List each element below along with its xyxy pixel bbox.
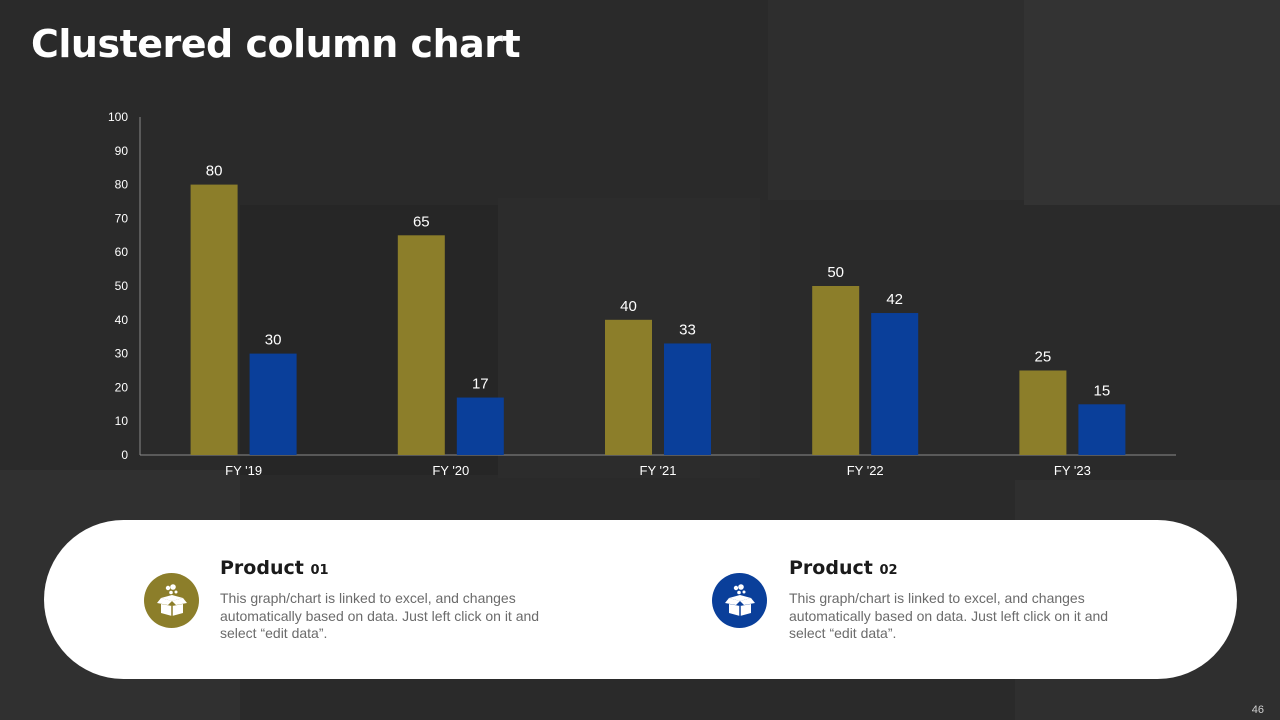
- legend-heading: Product 01: [220, 557, 329, 579]
- y-tick-label: 60: [115, 245, 129, 259]
- bar-series-2: [456, 397, 504, 455]
- y-tick-label: 10: [115, 414, 129, 428]
- x-tick-label: FY '23: [1054, 463, 1091, 478]
- bar-series-1: [605, 319, 652, 455]
- bar-series-2: [249, 353, 297, 455]
- product-01-gift-box-icon: [144, 573, 199, 628]
- slide-title: Clustered column chart: [31, 22, 521, 66]
- y-tick-label: 30: [115, 347, 129, 361]
- bar-series-1: [1019, 370, 1067, 455]
- legend-heading-title: Product: [789, 557, 873, 579]
- data-label: 65: [413, 213, 430, 230]
- bar-series-1: [190, 184, 238, 455]
- x-tick-label: FY '20: [432, 463, 469, 478]
- y-tick-label: 90: [115, 144, 129, 158]
- data-label: 40: [620, 298, 637, 315]
- legend-heading: Product 02: [789, 557, 898, 579]
- x-tick-label: FY '21: [640, 463, 677, 478]
- x-tick-label: FY '19: [225, 463, 262, 478]
- data-label: 50: [827, 264, 844, 281]
- x-tick-label: FY '22: [847, 463, 884, 478]
- data-label: 15: [1094, 382, 1111, 399]
- data-label: 30: [265, 332, 282, 349]
- bar-series-2: [664, 343, 711, 455]
- background-tile: [1024, 0, 1280, 205]
- y-tick-label: 70: [115, 211, 129, 225]
- bar-series-1: [397, 235, 445, 455]
- y-tick-label: 40: [115, 313, 129, 327]
- legend-heading-title: Product: [220, 557, 304, 579]
- data-label: 25: [1035, 349, 1052, 366]
- y-tick-label: 20: [115, 380, 129, 394]
- legend-heading-number: 02: [879, 563, 898, 578]
- legend-description: This graph/chart is linked to excel, and…: [220, 590, 540, 641]
- y-tick-label: 100: [108, 110, 128, 124]
- legend-item-product-01: Product 01 This graph/chart is linked to…: [144, 520, 624, 679]
- legend-panel: Product 01 This graph/chart is linked to…: [44, 520, 1237, 679]
- background-tile: [768, 0, 1024, 200]
- y-tick-label: 80: [115, 178, 129, 192]
- clustered-column-chart: 0 10 20 30 40 50 60 70 80 90 100 FY '19 80 30 FY '20 65…: [108, 110, 1176, 478]
- data-label: 33: [679, 321, 696, 338]
- legend-heading-number: 01: [310, 563, 329, 578]
- bar-series-1: [812, 286, 860, 455]
- y-tick-label: 0: [121, 448, 128, 462]
- bar-series-2: [1078, 404, 1126, 455]
- legend-item-product-02: Product 02 This graph/chart is linked to…: [712, 520, 1192, 679]
- y-tick-label: 50: [115, 279, 129, 293]
- product-02-gift-box-icon: [712, 573, 767, 628]
- data-label: 42: [886, 291, 903, 308]
- data-label: 17: [472, 376, 489, 393]
- bar-series-2: [871, 313, 919, 455]
- page-number: 46: [1251, 704, 1264, 716]
- data-label: 80: [206, 163, 223, 180]
- legend-description: This graph/chart is linked to excel, and…: [789, 590, 1109, 641]
